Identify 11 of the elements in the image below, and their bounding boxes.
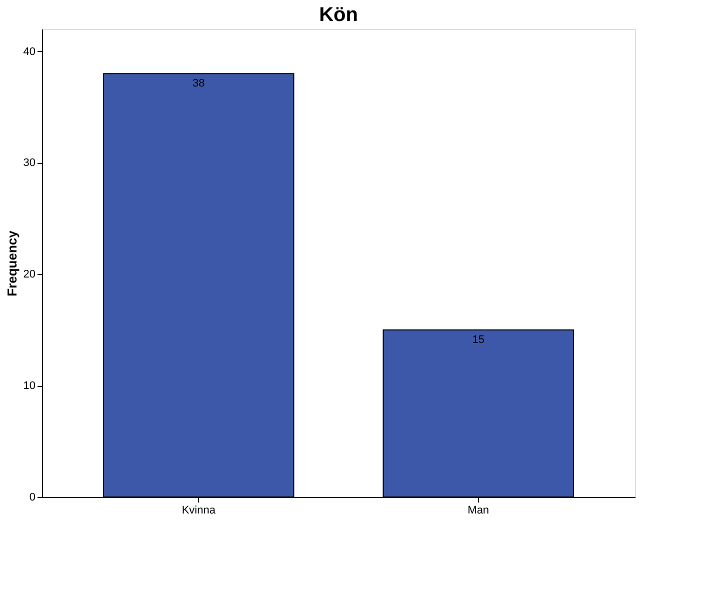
y-tick-label: 40 (23, 46, 36, 58)
chart-title: Kön (319, 4, 358, 26)
y-axis-title: Frequency (4, 230, 20, 296)
data-label: 38 (192, 78, 205, 90)
y-tick-label: 10 (23, 380, 36, 392)
y-tick-label: 20 (23, 268, 36, 281)
y-tick-label: 30 (23, 157, 36, 170)
data-label: 15 (472, 334, 484, 346)
x-tick-label: Kvinna (182, 504, 216, 516)
y-tick-label: 0 (29, 492, 36, 504)
x-tick-label: Man (468, 504, 490, 516)
